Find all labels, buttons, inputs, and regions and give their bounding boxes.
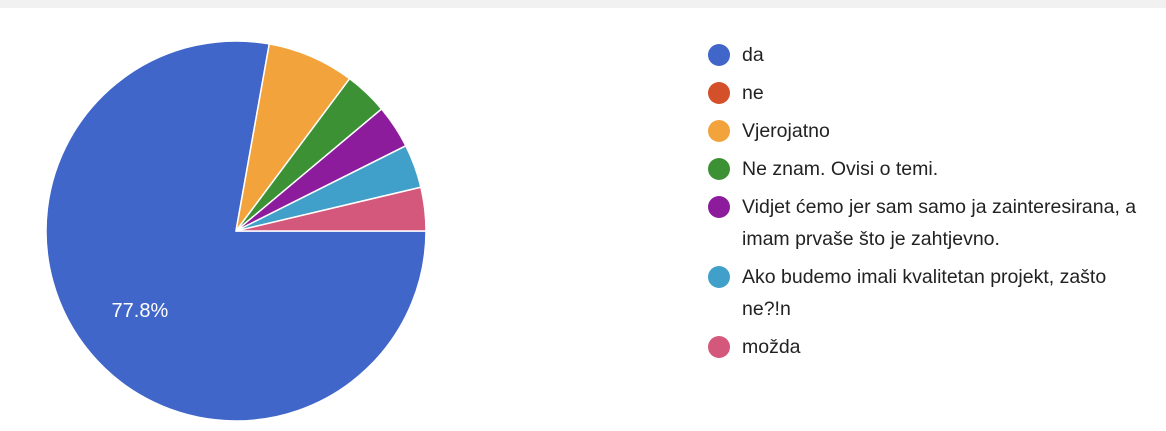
legend-swatch xyxy=(708,336,730,358)
legend-swatch xyxy=(708,266,730,288)
slice-label: 77.8% xyxy=(112,300,169,322)
legend-swatch xyxy=(708,120,730,142)
legend-item: Vidjet ćemo jer sam samo ja zainteresira… xyxy=(700,192,1160,255)
legend-label: Ne znam. Ovisi o temi. xyxy=(742,158,939,180)
legend-label: možda xyxy=(742,336,801,358)
legend-item: možda xyxy=(700,332,1160,363)
legend-item: ne xyxy=(700,78,1160,109)
legend-label: Vjerojatno xyxy=(742,120,830,142)
legend-swatch xyxy=(708,44,730,66)
top-strip xyxy=(0,0,1166,8)
legend-label: Vidjet ćemo jer sam samo ja zainteresira… xyxy=(742,196,1137,250)
legend-label: da xyxy=(742,44,764,66)
legend-label: ne xyxy=(742,82,764,104)
legend-item: da xyxy=(700,40,1160,71)
legend-item: Ne znam. Ovisi o temi. xyxy=(700,154,1160,185)
legend-swatch xyxy=(708,196,730,218)
legend-swatch xyxy=(708,158,730,180)
pie-slice xyxy=(235,186,427,232)
legend-swatch xyxy=(708,82,730,104)
legend-label: Ako budemo imali kvalitetan projekt, zaš… xyxy=(742,266,1107,320)
legend-item: Vjerojatno xyxy=(700,116,1160,147)
legend-item: Ako budemo imali kvalitetan projekt, zaš… xyxy=(700,262,1160,325)
legend: da ne Vjerojatno Ne znam. Ovisi o temi. Vidj… xyxy=(700,40,1160,370)
